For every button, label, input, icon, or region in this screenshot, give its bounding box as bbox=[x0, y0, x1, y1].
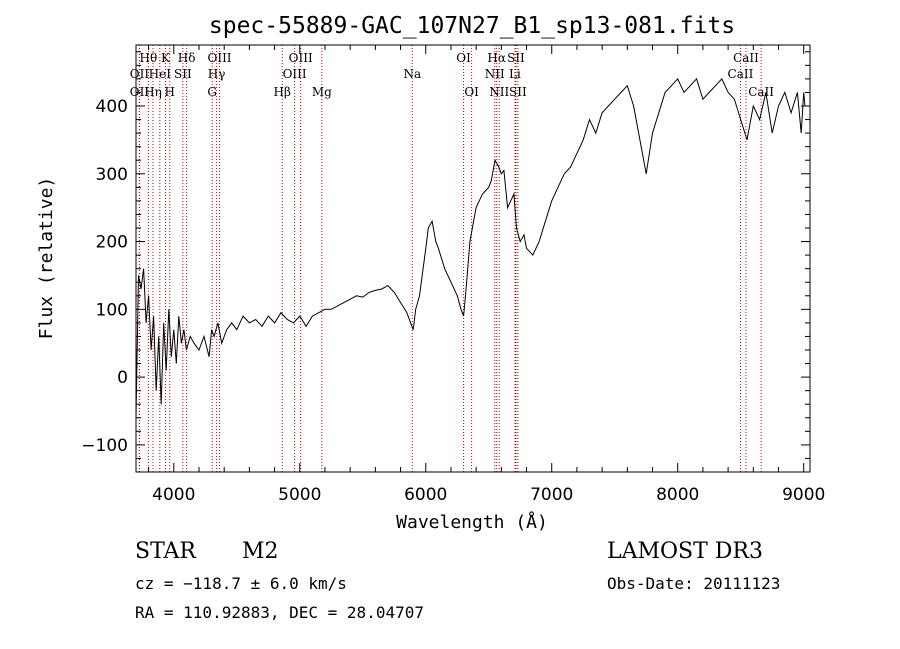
line-marker-label: G bbox=[207, 85, 217, 99]
x-tick-label: 4000 bbox=[152, 485, 195, 505]
line-marker-label: OIII bbox=[289, 51, 313, 65]
y-tick-label: −100 bbox=[81, 436, 128, 456]
object-class: STAR bbox=[135, 539, 196, 564]
line-marker-label: HeI bbox=[149, 67, 172, 81]
y-tick-label: 300 bbox=[96, 165, 128, 185]
y-tick-label: 200 bbox=[96, 233, 128, 253]
y-tick-label: 100 bbox=[96, 300, 128, 320]
line-marker-label: Hδ bbox=[178, 51, 196, 65]
line-marker-label: OIII bbox=[207, 51, 231, 65]
line-marker-label: SII bbox=[507, 51, 525, 65]
line-marker-label: OI bbox=[464, 85, 479, 99]
line-marker-label: CaII bbox=[728, 67, 754, 81]
spectrum-line bbox=[135, 77, 806, 418]
line-marker-label: OI bbox=[456, 51, 471, 65]
redshift-readout: cz = −118.7 ± 6.0 km/s bbox=[135, 574, 347, 593]
y-axis-label: Flux (relative) bbox=[36, 177, 57, 340]
line-marker-label: OIII bbox=[283, 67, 307, 81]
observation-date: Obs-Date: 20111123 bbox=[607, 574, 781, 593]
y-tick-label: 400 bbox=[96, 97, 128, 117]
line-marker-label: CaII bbox=[733, 51, 759, 65]
chart-title: spec-55889-GAC_107N27_B1_sp13-081.fits bbox=[209, 13, 735, 39]
line-marker-label: NII bbox=[489, 85, 509, 99]
y-tick-label: 0 bbox=[117, 368, 128, 388]
object-subclass: M2 bbox=[242, 539, 279, 564]
line-marker-label: SII bbox=[174, 67, 192, 81]
line-marker-label: CaII bbox=[748, 85, 774, 99]
x-tick-label: 5000 bbox=[278, 485, 321, 505]
line-marker-label: Mg bbox=[312, 85, 332, 99]
line-marker-label: Hα bbox=[487, 51, 506, 65]
line-marker-label: Na bbox=[403, 67, 421, 81]
line-marker-label: Hβ bbox=[274, 85, 291, 99]
x-tick-label: 9000 bbox=[782, 485, 825, 505]
line-marker-label: NII bbox=[485, 67, 505, 81]
x-axis-ticks: 4000 5000 6000 7000 8000 9000 bbox=[148, 45, 825, 505]
coordinates-readout: RA = 110.92883, DEC = 28.04707 bbox=[135, 603, 424, 622]
x-tick-label: 6000 bbox=[404, 485, 447, 505]
line-marker-label: Hθ bbox=[139, 51, 157, 65]
plot-frame bbox=[135, 44, 811, 473]
line-marker-label: H bbox=[165, 85, 175, 99]
line-marker-label: Hγ bbox=[208, 67, 226, 81]
y-axis-ticks: −100 0 100 200 300 400 bbox=[81, 51, 810, 459]
line-marker-label: K bbox=[161, 51, 171, 65]
line-marker-label: OII bbox=[130, 67, 150, 81]
line-marker-label: Li bbox=[509, 67, 521, 81]
line-marker-label: Hη bbox=[144, 85, 162, 99]
line-marker-label: SII bbox=[509, 85, 527, 99]
x-axis-label: Wavelength (Å) bbox=[396, 511, 548, 533]
spectral-line-markers bbox=[138, 45, 762, 472]
survey-name: LAMOST DR3 bbox=[607, 539, 763, 564]
x-tick-label: 8000 bbox=[656, 485, 699, 505]
x-tick-label: 7000 bbox=[530, 485, 573, 505]
